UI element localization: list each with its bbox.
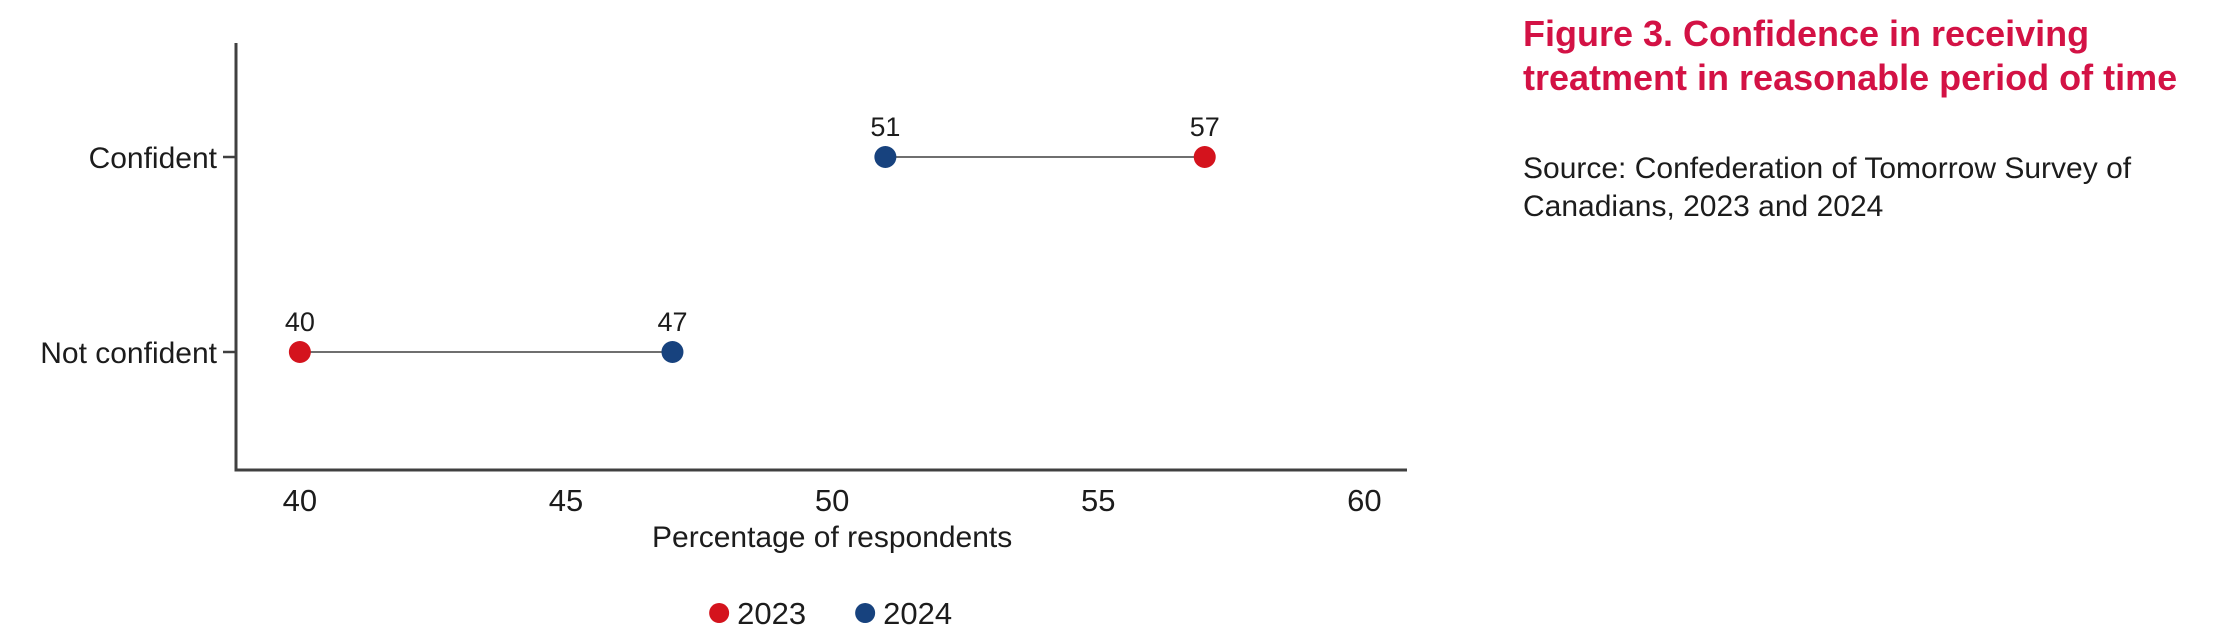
point-label: 57 [1190, 112, 1220, 142]
figure-title-line: treatment in reasonable period of time [1523, 57, 2178, 98]
x-tick-label: 40 [283, 483, 317, 518]
dot-2023 [1193, 146, 1216, 168]
legend-swatch-2023 [709, 603, 730, 623]
x-tick-label: 45 [549, 483, 583, 518]
figure-source: Source: Confederation of Tomorrow Survey… [1523, 150, 2218, 226]
figure-source-line: Canadians, 2023 and 2024 [1523, 190, 1884, 223]
figure-title: Figure 3. Confidence in receiving treatm… [1523, 12, 2218, 100]
x-tick-label: 60 [1347, 483, 1381, 518]
x-tick-label: 50 [815, 483, 849, 518]
point-label: 40 [285, 307, 315, 337]
point-label: 51 [870, 112, 900, 142]
dot-2023 [288, 341, 311, 363]
legend-label-2024: 2024 [883, 596, 952, 631]
dumbbell-chart: 40 45 50 55 60 Percentage of respondents Confi… [40, 43, 1407, 631]
figure-title-line: Figure 3. Confidence in receiving [1523, 13, 2090, 54]
category-label: Not confident [40, 337, 217, 370]
dot-2024 [661, 341, 684, 363]
dot-2024 [874, 146, 897, 168]
legend-label-2023: 2023 [737, 596, 806, 631]
category-label: Confident [89, 142, 218, 175]
x-axis-title: Percentage of respondents [652, 521, 1012, 554]
point-label: 47 [657, 307, 687, 337]
x-tick-label: 55 [1081, 483, 1115, 518]
caption-panel: Figure 3. Confidence in receiving treatm… [1523, 12, 2218, 226]
figure-source-line: Source: Confederation of Tomorrow Survey… [1523, 152, 2132, 185]
legend-swatch-2024 [855, 603, 876, 623]
